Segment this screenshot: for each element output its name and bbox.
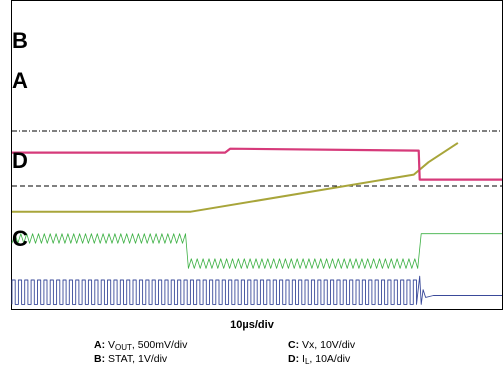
- legend-subscript-a: OUT: [115, 343, 132, 352]
- legend-subscript-d: L: [304, 357, 310, 366]
- legend-scale-a: , 500mV/div: [131, 339, 188, 351]
- legend-scale-b: , 1V/div: [132, 353, 168, 365]
- legend-scale-d: , 10A/div: [309, 353, 351, 365]
- channel-label-c: C: [12, 226, 28, 251]
- legend-key-b: B:: [94, 353, 106, 365]
- trace-a-output-voltage: [12, 142, 459, 213]
- trace-b-stat: [12, 147, 502, 181]
- legend-entry-a: A: VOUT, 500mV/div: [94, 339, 187, 352]
- legend-quantity-d: I: [302, 353, 305, 365]
- legend-quantity-c: Vx: [302, 339, 315, 351]
- legend-quantity-b: STAT: [108, 353, 133, 365]
- timebase-label: 10µs/div: [230, 319, 274, 331]
- legend-entry-b: B: STAT, 1V/div: [94, 353, 167, 366]
- legend-key-c: C:: [288, 339, 300, 351]
- trace-d-inductor-current: [11, 233, 502, 269]
- legend-quantity-a: V: [108, 339, 116, 351]
- channel-label-a: A: [12, 68, 28, 93]
- trace-c-switch-voltage: [11, 275, 502, 305]
- oscilloscope-plot: B A D C: [11, 0, 503, 310]
- legend-scale-c: , 10V/div: [314, 339, 356, 351]
- plot-frame: [11, 0, 503, 310]
- channel-label-b: B: [12, 28, 28, 53]
- channel-label-d: D: [12, 148, 28, 173]
- legend-entry-d: D: IL, 10A/div: [288, 353, 350, 366]
- legend-key-a: A:: [94, 339, 106, 351]
- legend-entry-c: C: Vx, 10V/div: [288, 339, 355, 352]
- legend-key-d: D:: [288, 353, 300, 365]
